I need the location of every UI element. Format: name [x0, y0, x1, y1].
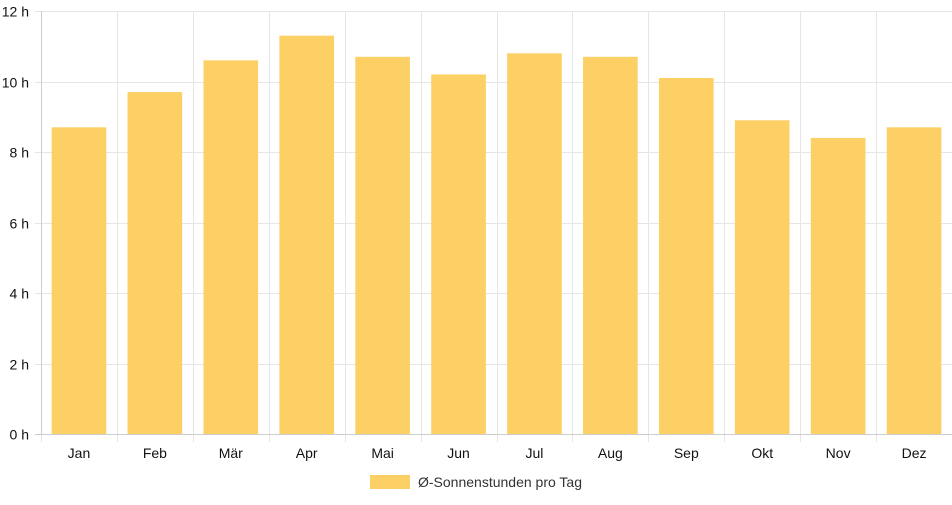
- x-tick-label: Apr: [296, 445, 318, 461]
- legend-swatch: [370, 475, 410, 489]
- x-tick-label: Mär: [219, 445, 243, 461]
- x-tick-label: Okt: [751, 445, 773, 461]
- y-tick-label: 10 h: [2, 75, 29, 91]
- bar-jul[interactable]: [507, 53, 562, 435]
- axis-layer: 0 h 2 h 4 h 6 h 8 h 10 h 12 h Jan Feb Mär Apr Mai Ju…: [2, 4, 952, 461]
- x-tick-label: Sep: [674, 445, 699, 461]
- x-tick-label: Jun: [447, 445, 470, 461]
- bar-feb[interactable]: [127, 92, 183, 434]
- bar-sep[interactable]: [658, 77, 714, 434]
- x-tick-label: Dez: [902, 445, 927, 461]
- x-tick-label: Mai: [371, 445, 394, 461]
- bar-jun[interactable]: [431, 74, 486, 434]
- bar-nov[interactable]: [810, 137, 866, 434]
- x-tick-label: Jan: [68, 445, 91, 461]
- y-tick-label: 12 h: [2, 4, 29, 20]
- legend[interactable]: Ø-Sonnenstunden pro Tag: [0, 472, 952, 492]
- bar-layer: [51, 35, 942, 435]
- bar-jan[interactable]: [51, 127, 107, 434]
- x-tick-label: Nov: [826, 445, 851, 461]
- y-tick-label: 0 h: [10, 427, 29, 443]
- bar-aug[interactable]: [583, 56, 638, 434]
- bar-apr[interactable]: [279, 35, 335, 435]
- grid-layer: [35, 11, 952, 442]
- bar-mär[interactable]: [203, 60, 259, 434]
- y-tick-label: 4 h: [10, 286, 29, 302]
- legend-label: Ø-Sonnenstunden pro Tag: [418, 474, 582, 490]
- y-tick-label: 6 h: [10, 216, 29, 232]
- y-tick-label: 8 h: [10, 145, 29, 161]
- bar-okt[interactable]: [734, 120, 790, 435]
- x-tick-label: Aug: [598, 445, 623, 461]
- y-tick-label: 2 h: [10, 357, 29, 373]
- x-tick-label: Jul: [526, 445, 544, 461]
- x-tick-label: Feb: [143, 445, 167, 461]
- bar-mai[interactable]: [355, 56, 410, 434]
- bar-dez[interactable]: [886, 127, 942, 434]
